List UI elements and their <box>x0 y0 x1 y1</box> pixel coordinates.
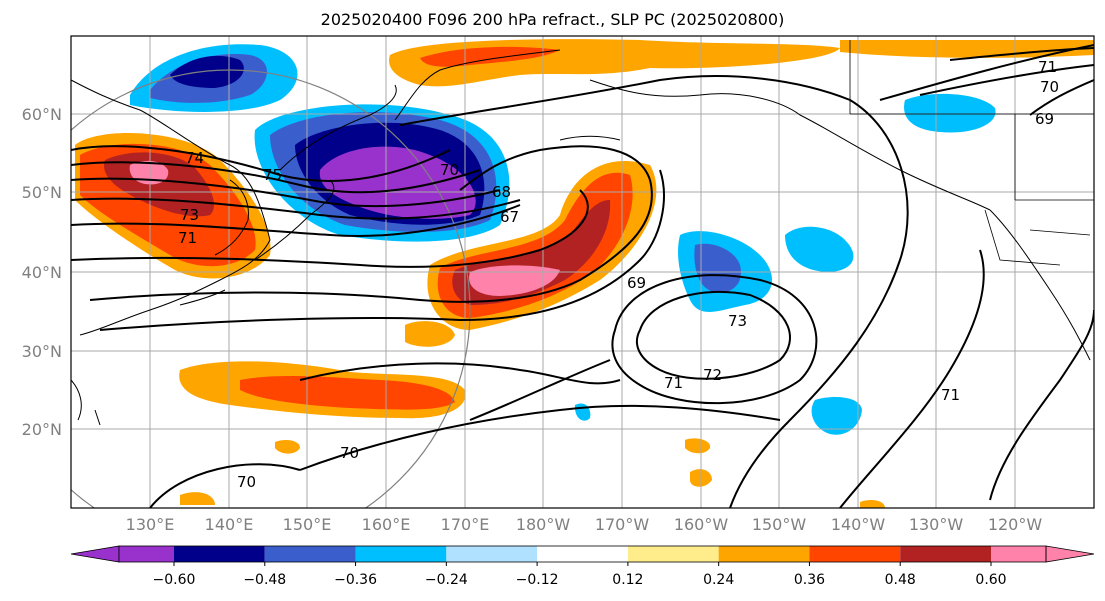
colorbar-segment <box>718 546 810 562</box>
latitude-label: 60°N <box>22 105 62 124</box>
contour-label: 69 <box>1035 110 1054 128</box>
graticule <box>71 36 1094 508</box>
longitude-axis: 130°E 140°E 150°E 160°E 170°E 180°W 170°… <box>126 515 1043 534</box>
longitude-label: 140°E <box>205 515 254 534</box>
contour-label: 72 <box>703 366 722 384</box>
contour-label: 75 <box>263 166 282 184</box>
positive-anomaly-blob <box>685 438 711 454</box>
contour-label: 74 <box>185 149 204 167</box>
colorbar-segment <box>900 546 991 562</box>
negative-anomaly-blob <box>319 146 476 219</box>
negative-anomaly-blob <box>170 55 244 88</box>
longitude-label: 130°E <box>126 515 175 534</box>
longitude-label: 150°E <box>283 515 332 534</box>
longitude-label: 170°E <box>441 515 490 534</box>
colorbar-segment <box>355 546 447 562</box>
colorbar-tick-label: 0.60 <box>975 572 1006 588</box>
colorbar-outline <box>118 545 1047 563</box>
map-border <box>70 35 1095 509</box>
contour-label: 69 <box>627 274 646 292</box>
colorbar-tick-label: −0.48 <box>243 572 286 588</box>
colorbar-segment <box>627 546 719 562</box>
colorbar-tick-label: 0.24 <box>703 572 734 588</box>
contour-label: 73 <box>728 312 747 330</box>
colorbar-tick-label: 0.48 <box>885 572 916 588</box>
contour-label: 70 <box>440 161 459 179</box>
positive-anomaly-blob <box>469 265 560 296</box>
contour-label: 71 <box>1038 58 1057 76</box>
map-title: 2025020400 F096 200 hPa refract., SLP PC… <box>320 10 785 29</box>
longitude-label: 160°E <box>362 515 411 534</box>
colorbar-segment <box>264 546 356 562</box>
political-borders <box>849 40 1094 266</box>
contour-label: 70 <box>1040 78 1059 96</box>
contour-label: 71 <box>178 229 197 247</box>
negative-anomaly-blob <box>904 93 996 133</box>
longitude-label: 130°W <box>909 515 964 534</box>
latitude-label: 50°N <box>22 183 62 202</box>
colorbar-extend-high <box>1045 545 1095 563</box>
colorbar-segment <box>991 546 1046 562</box>
negative-anomaly-blob <box>811 397 862 435</box>
colorbar-extend-low <box>70 545 120 563</box>
contour-label: 67 <box>500 208 519 226</box>
contour-label: 71 <box>941 386 960 404</box>
positive-anomaly-blob <box>860 500 885 508</box>
colorbar-tick-label: −0.60 <box>153 572 196 588</box>
contour-label: 70 <box>237 473 256 491</box>
negative-anomaly-blob <box>785 226 854 272</box>
colorbar-tick-label: −0.24 <box>425 572 468 588</box>
positive-anomaly-blob <box>405 321 455 347</box>
contour-layer <box>71 44 1094 508</box>
longitude-label: 120°W <box>988 515 1043 534</box>
negative-anomaly-blob <box>694 243 741 293</box>
longitude-label: 160°W <box>674 515 729 534</box>
contour-label: 71 <box>664 374 683 392</box>
positive-anomaly-blob <box>420 46 560 67</box>
contour-label: 73 <box>180 206 199 224</box>
colorbar-tick-label: −0.12 <box>516 572 559 588</box>
colorbar: −0.60 −0.48 −0.36 −0.24 −0.12 0.12 0.24 0.36 0.4… <box>70 545 1095 588</box>
colorbar-tick-label: −0.36 <box>334 572 377 588</box>
positive-anomaly-blob <box>180 492 215 505</box>
colorbar-segment <box>446 546 538 562</box>
contour-label: 70 <box>340 444 359 462</box>
longitude-label: 180°W <box>516 515 571 534</box>
latitude-label: 30°N <box>22 342 62 361</box>
reference-circle <box>71 69 471 508</box>
longitude-label: 150°W <box>752 515 807 534</box>
contour-label-layer: 75 74 73 71 70 68 67 69 73 72 71 71 70 7… <box>178 58 1059 491</box>
colorbar-segment <box>537 546 628 562</box>
longitude-label: 170°W <box>595 515 650 534</box>
latitude-label: 20°N <box>22 420 62 439</box>
colorbar-segment <box>809 546 901 562</box>
positive-anomaly-blob <box>275 440 300 454</box>
colorbar-segment <box>119 546 174 562</box>
positive-anomaly-blob <box>240 375 455 410</box>
colorbar-tick-label: 0.12 <box>612 572 643 588</box>
colorbar-segment <box>174 546 265 562</box>
contour-label: 68 <box>492 183 511 201</box>
longitude-label: 140°W <box>831 515 886 534</box>
latitude-axis: 60°N 50°N 40°N 30°N 20°N <box>22 105 62 439</box>
colorbar-tick-label: 0.36 <box>794 572 825 588</box>
latitude-label: 40°N <box>22 263 62 282</box>
coastline-layer <box>71 49 1091 426</box>
